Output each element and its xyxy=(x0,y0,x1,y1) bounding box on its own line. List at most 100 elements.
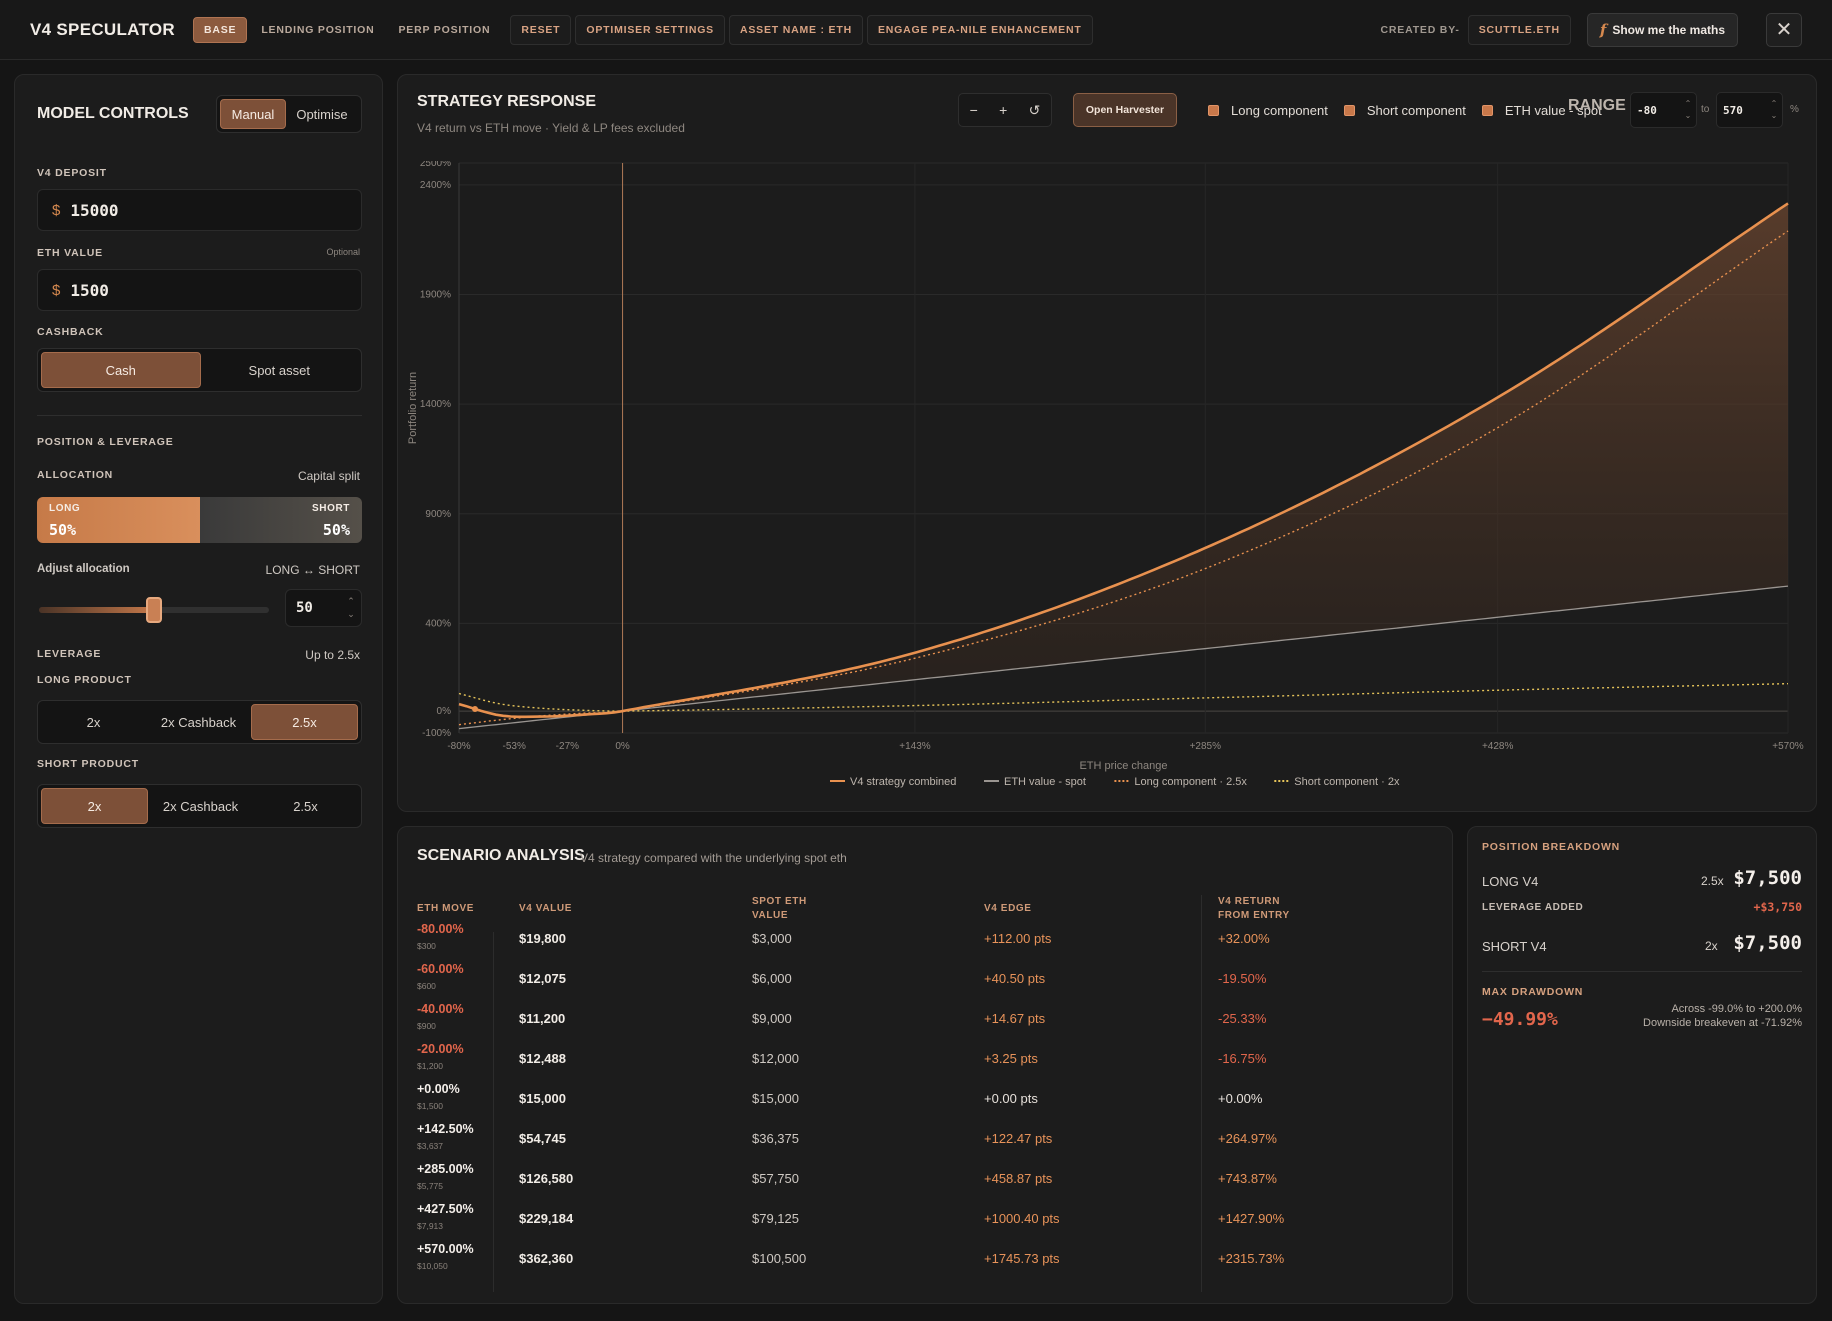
divider xyxy=(37,415,362,416)
long-tag: LONG xyxy=(49,503,81,514)
asset-name-button[interactable]: ASSET NAME : ETH xyxy=(728,14,863,45)
eth-optional-label: Optional xyxy=(326,247,360,257)
slider-handle[interactable] xyxy=(146,597,162,623)
show-maths-button[interactable]: f Show me the maths xyxy=(1586,12,1738,47)
long-product-2x-cashback[interactable]: 2x Cashback xyxy=(160,714,237,730)
long-product-2x[interactable]: 2x xyxy=(86,714,101,730)
allocation-stepper[interactable]: 50 ⌃ ⌄ xyxy=(285,589,362,627)
v4-return: +2315.73% xyxy=(1218,1251,1285,1266)
mode-optimise[interactable]: Optimise xyxy=(296,106,348,122)
v4-return: +743.87% xyxy=(1218,1171,1277,1186)
deposit-value: 15000 xyxy=(70,200,119,220)
allocation-value: 50 xyxy=(296,600,313,616)
chart-subtitle: V4 return vs ETH move · Yield & LP fees … xyxy=(417,121,685,135)
legend-entry: Short component · 2x xyxy=(1294,776,1400,788)
header-spot-eth-value: SPOT ETH VALUE xyxy=(752,896,807,921)
range-min-input[interactable]: -80 ⌃ ⌄ xyxy=(1630,92,1697,128)
tab-perp-position[interactable]: PERP POSITION xyxy=(398,23,491,36)
spot-value: $36,375 xyxy=(752,1131,799,1146)
allocation-slider[interactable] xyxy=(39,597,269,623)
show-maths-label: Show me the maths xyxy=(1612,22,1725,37)
v4-edge: +122.47 pts xyxy=(984,1131,1053,1146)
x-tick-label: +428% xyxy=(1482,741,1514,752)
chevron-down-icon[interactable]: ⌄ xyxy=(1684,111,1692,120)
mode-manual[interactable]: Manual xyxy=(220,99,286,129)
short-product-2x-cashback[interactable]: 2x Cashback xyxy=(162,798,239,814)
table-row: -20.00% $1,200 $12,488 $12,000 +3.25 pts -16.… xyxy=(398,1039,1454,1079)
legend-long[interactable]: Long component xyxy=(1231,102,1328,118)
v4-edge: +14.67 pts xyxy=(984,1011,1046,1026)
zoom-out-icon[interactable]: − xyxy=(969,102,978,118)
x-tick-label: -53% xyxy=(503,741,526,752)
tab-base[interactable]: BASE xyxy=(192,16,248,43)
position-breakdown-panel: POSITION BREAKDOWN LONG V4 2.5x $7,500 L… xyxy=(1467,826,1817,1304)
chevron-up-icon[interactable]: ⌃ xyxy=(1770,99,1778,108)
v4-value: $12,488 xyxy=(519,1051,566,1066)
eth-price: $300 xyxy=(417,941,436,951)
engage-enhancement-button[interactable]: ENGAGE PEA-NILE ENHANCEMENT xyxy=(866,14,1093,45)
table-row: -40.00% $900 $11,200 $9,000 +14.67 pts -25.33… xyxy=(398,999,1454,1039)
series-line-long-component-2-5x xyxy=(458,230,1789,726)
reset-button[interactable]: RESET xyxy=(510,14,572,45)
creator-link[interactable]: SCUTTLE.ETH xyxy=(1467,14,1571,45)
leverage-added-label: LEVERAGE ADDED xyxy=(1482,902,1584,913)
eth-price: $1,500 xyxy=(417,1101,443,1111)
range-label: RANGE xyxy=(1568,97,1626,114)
range-to-label: to xyxy=(1701,104,1710,115)
long-percent: 50% xyxy=(49,521,77,539)
v4-edge: +40.50 pts xyxy=(984,971,1046,986)
scenario-title: SCENARIO ANALYSIS xyxy=(417,847,585,864)
top-bar: V4 SPECULATOR BASE LENDING POSITION PERP… xyxy=(0,0,1832,60)
v4-return: -16.75% xyxy=(1218,1051,1267,1066)
v4-return: +32.00% xyxy=(1218,931,1270,946)
y-tick-label: 900% xyxy=(425,509,451,520)
chevron-down-icon[interactable]: ⌄ xyxy=(1770,111,1778,120)
eth-price: $5,775 xyxy=(417,1181,443,1191)
header-eth-move: ETH MOVE xyxy=(417,903,475,914)
chevron-up-icon[interactable]: ⌃ xyxy=(347,596,355,606)
eth-price: $3,637 xyxy=(417,1141,443,1151)
eth-move: -80.00% xyxy=(417,922,464,936)
data-point xyxy=(472,706,478,713)
short-product-2x[interactable]: 2x xyxy=(41,788,148,824)
v4-edge: +1745.73 pts xyxy=(984,1251,1060,1266)
eth-price: $900 xyxy=(417,1021,436,1031)
component-legend: Long component Short component ETH value… xyxy=(1198,93,1602,127)
model-controls-title: MODEL CONTROLS xyxy=(37,105,189,122)
x-tick-label: -80% xyxy=(447,741,470,752)
eth-move: +0.00% xyxy=(417,1082,460,1096)
zoom-in-icon[interactable]: + xyxy=(999,102,1008,118)
strategy-chart: 2500% 2400% 1900% 1400% 900% 400% 0% -100% -80% -… xyxy=(407,161,1804,788)
long-product-2-5x[interactable]: 2.5x xyxy=(251,704,358,740)
v4-value: $19,800 xyxy=(519,931,566,946)
y-axis-label: Portfolio return xyxy=(407,372,419,444)
short-percent: 50% xyxy=(322,521,350,539)
short-product-2-5x[interactable]: 2.5x xyxy=(293,798,318,814)
reset-zoom-icon[interactable]: ↺ xyxy=(1028,101,1041,118)
open-harvester-button[interactable]: Open Harvester xyxy=(1073,93,1177,127)
eth-value-input[interactable]: $ 1500 xyxy=(37,269,362,311)
y-tick-label: 2500% xyxy=(420,161,451,169)
legend-spot[interactable]: ETH value - spot xyxy=(1504,102,1602,118)
chevron-up-icon[interactable]: ⌃ xyxy=(1684,99,1692,108)
cashback-cash[interactable]: Cash xyxy=(41,352,201,388)
function-icon: f xyxy=(1599,20,1607,39)
y-tick-label: 1900% xyxy=(420,290,451,301)
long-v4-label: LONG V4 xyxy=(1482,874,1539,889)
range-max-value: 570 xyxy=(1723,103,1743,117)
close-button[interactable]: ✕ xyxy=(1766,12,1802,47)
deposit-input[interactable]: $ 15000 xyxy=(37,189,362,231)
header-v4-value: V4 VALUE xyxy=(519,903,572,914)
tab-lending-position[interactable]: LENDING POSITION xyxy=(261,23,375,36)
scenario-subtitle: V4 strategy compared with the underlying… xyxy=(580,851,847,865)
chevron-down-icon[interactable]: ⌄ xyxy=(347,609,355,619)
cashback-spot-asset[interactable]: Spot asset xyxy=(248,362,310,378)
legend-short[interactable]: Short component xyxy=(1366,102,1466,118)
optimiser-settings-button[interactable]: OPTIMISER SETTINGS xyxy=(575,14,725,45)
y-tick-label: 400% xyxy=(425,618,451,629)
range-max-input[interactable]: 570 ⌃ ⌄ xyxy=(1716,92,1783,128)
leverage-added-value: +$3,750 xyxy=(1753,900,1802,914)
position-leverage-label: POSITION & LEVERAGE xyxy=(37,436,174,448)
spot-value: $79,125 xyxy=(752,1211,799,1226)
column-divider xyxy=(493,932,494,1292)
